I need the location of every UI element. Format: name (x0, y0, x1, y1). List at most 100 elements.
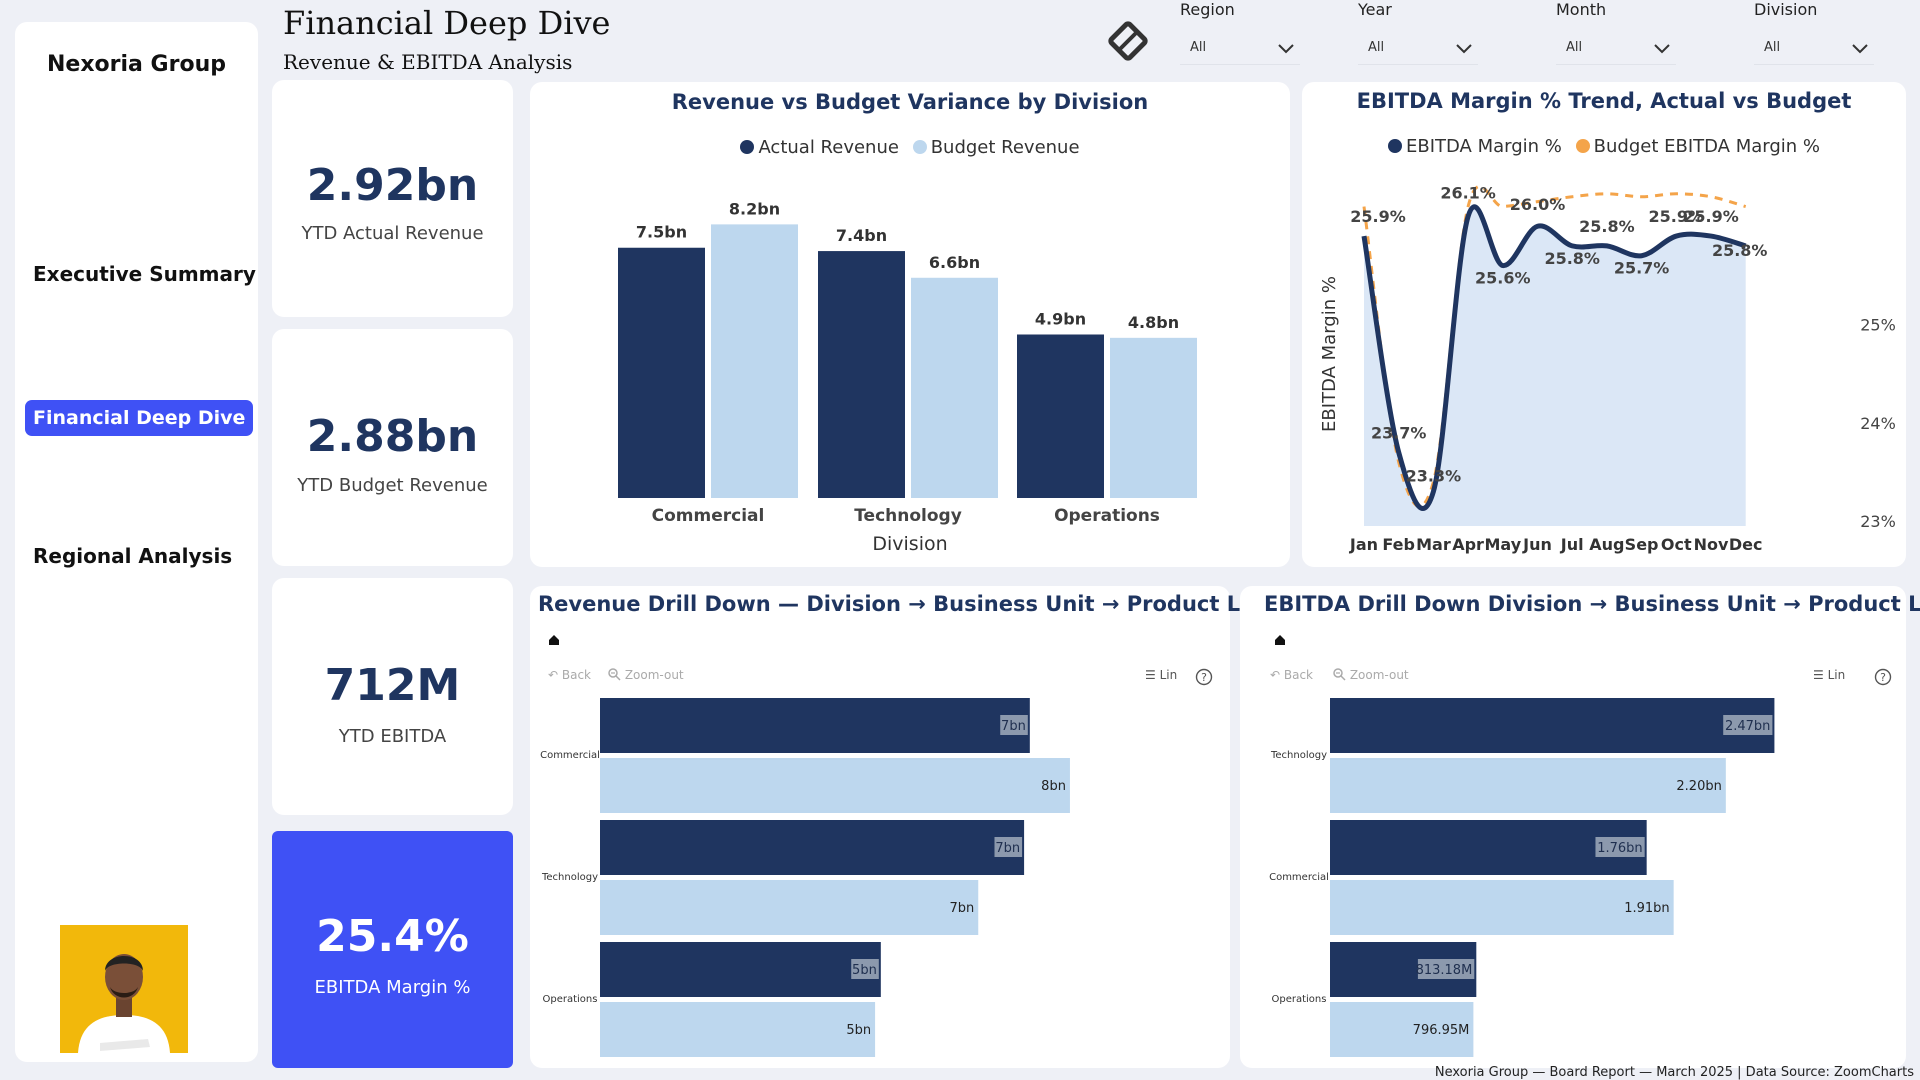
bar-commercial-budget (1330, 880, 1674, 935)
bar-technology-budget (1330, 758, 1726, 813)
point-data-label: 25.6% (1475, 269, 1531, 288)
legend-budget: Budget Revenue (930, 137, 1080, 158)
bar-operations-budget (600, 1002, 876, 1057)
filter-year-dropdown[interactable]: All (1358, 36, 1478, 65)
nav-executive-summary[interactable]: Executive Summary (33, 262, 256, 286)
back-button[interactable]: ↶ Back (1270, 668, 1314, 682)
x-tick-label: Operations (1054, 506, 1160, 526)
chevron-down-icon (1852, 44, 1868, 54)
ebitda-drill-svg: Technology 2.47bn 2.20bn Commercial 1.76bn 1.… (1269, 698, 1775, 1057)
revenue-drilldown-chart: Revenue Drill Down — Division → Business… (530, 586, 1276, 1068)
point-data-label: 26.0% (1510, 195, 1566, 214)
kpi-label: YTD EBITDA (338, 726, 447, 747)
filter-division-value: All (1764, 40, 1781, 55)
nav-regional-analysis[interactable]: Regional Analysis (33, 544, 233, 568)
x-tick-label: Mar (1416, 535, 1451, 554)
bar-data-label: 8bn (1041, 779, 1066, 794)
lin-label: Lin (1827, 668, 1846, 682)
bar-data-label: 4.9bn (1035, 309, 1086, 328)
y-tick-label: 24% (1860, 414, 1896, 433)
point-data-label: 25.8% (1544, 249, 1600, 268)
legend-actual: Actual Revenue (758, 137, 899, 158)
data-label-bg (1000, 715, 1028, 735)
page-title: Financial Deep Dive (283, 4, 611, 42)
data-label-bg (1417, 959, 1475, 979)
legend-budget: Budget EBITDA Margin % (1593, 136, 1821, 157)
page-subtitle: Revenue & EBITDA Analysis (283, 50, 573, 74)
x-tick-label: Feb (1382, 535, 1415, 554)
filter-month-dropdown[interactable]: All (1556, 36, 1676, 65)
kpi-value: 712M (324, 660, 461, 711)
avatar (60, 925, 188, 1053)
bar-data-label: 7.5bn (636, 223, 687, 242)
kpi-value: 25.4% (316, 911, 469, 962)
sidebar: Nexoria Group Executive Summary Financia… (15, 22, 258, 1062)
point-data-label: 25.8% (1712, 241, 1768, 260)
bar-data-label: 7bn (995, 841, 1020, 856)
bar-data-label: 8.2bn (729, 199, 780, 218)
point-data-label: 23.3% (1406, 467, 1462, 486)
lin-label: Lin (1159, 668, 1178, 682)
x-tick-label: Jan (1349, 535, 1378, 554)
kpi-ebitda-margin: 25.4% EBITDA Margin % (272, 831, 513, 1068)
help-icon[interactable]: ? (1195, 668, 1213, 686)
bar-data-label: 1.76bn (1597, 841, 1642, 856)
chart-title: EBITDA Margin % Trend, Actual vs Budget (1356, 89, 1852, 113)
chart-title: Revenue vs Budget Variance by Division (671, 90, 1149, 114)
lin-toggle[interactable]: ☰ Lin (1145, 668, 1178, 682)
bar-data-label: 1.91bn (1624, 901, 1669, 916)
home-icon[interactable] (1274, 634, 1286, 646)
category-label: Technology (541, 872, 598, 883)
bar-data-label: 7bn (949, 901, 974, 916)
bar-commercial-budget (600, 758, 1070, 813)
back-button[interactable]: ↶ Back (548, 668, 592, 682)
point-data-label: 25.9% (1350, 207, 1406, 226)
filter-year-label: Year (1358, 0, 1392, 19)
x-tick-label: Aug (1589, 535, 1624, 554)
legend-dot-actual (740, 140, 755, 154)
filter-year-value: All (1368, 40, 1385, 55)
x-tick-label: Jul (1560, 535, 1584, 554)
y-axis-title: EBITDA Margin % (1319, 276, 1340, 432)
filter-month-value: All (1566, 40, 1583, 55)
footer-text: Nexoria Group — Board Report — March 202… (1434, 1065, 1914, 1080)
eraser-icon[interactable] (1105, 18, 1151, 68)
category-label: Commercial (1269, 872, 1329, 883)
kpi-ytd-ebitda: 712M YTD EBITDA (272, 578, 513, 815)
legend-dot-budget (912, 140, 927, 154)
data-label-bg (1595, 837, 1645, 857)
bar-data-label: 6.6bn (929, 253, 980, 272)
chart-title: EBITDA Drill Down Division → Business Un… (1264, 592, 1920, 616)
kpi-label: YTD Actual Revenue (301, 223, 484, 244)
zoom-out-button[interactable]: Zoom-out (1333, 668, 1409, 682)
zoom-out-icon (1333, 668, 1346, 681)
point-data-label: 25.9% (1649, 207, 1705, 226)
bar-data-label: 2.20bn (1676, 779, 1721, 794)
y-tick-label: 25% (1860, 316, 1896, 335)
point-data-label: 26.1% (1440, 183, 1496, 202)
filter-region-dropdown[interactable]: All (1180, 36, 1300, 65)
filter-division-dropdown[interactable]: All (1754, 36, 1874, 65)
bar-data-label: 796.95M (1413, 1023, 1470, 1038)
budget-line (1362, 185, 1747, 508)
svg-text:?: ? (1880, 671, 1886, 684)
help-icon[interactable]: ? (1874, 668, 1892, 686)
bar-data-label: 7bn (1001, 719, 1026, 734)
column-chart-svg: 7.5bn 8.2bn Commercial 7.4bn 6.6bn Technology… (618, 199, 1197, 555)
lin-toggle[interactable]: ☰ Lin (1813, 668, 1846, 682)
bar-data-label: 2.47bn (1725, 719, 1770, 734)
x-tick-label: Technology (854, 506, 962, 526)
bar-data-label: 5bn (852, 963, 877, 978)
bar-operations-actual (600, 942, 881, 997)
kpi-ytd-actual-revenue: 2.92bn YTD Actual Revenue (272, 80, 513, 317)
zoom-out-button[interactable]: Zoom-out (608, 668, 684, 682)
filter-month: Month All (1556, 0, 1676, 65)
bar-commercial-actual (600, 698, 1030, 753)
home-icon[interactable] (548, 634, 560, 646)
brand-name: Nexoria Group (47, 52, 226, 77)
nav-financial-deep-dive[interactable]: Financial Deep Dive (25, 400, 254, 436)
legend-dot-actual (1387, 139, 1402, 153)
back-label: Back (561, 668, 592, 682)
filter-region-value: All (1190, 40, 1207, 55)
kpi-ytd-budget-revenue: 2.88bn YTD Budget Revenue (272, 329, 513, 566)
